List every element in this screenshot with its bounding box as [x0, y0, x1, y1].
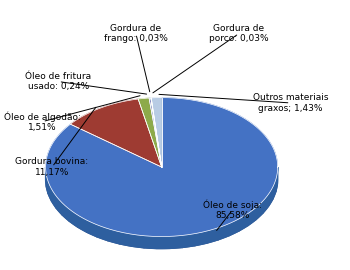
Polygon shape: [56, 196, 62, 215]
Polygon shape: [46, 97, 278, 237]
Polygon shape: [151, 97, 162, 167]
Polygon shape: [206, 228, 218, 243]
Text: Óleo de soja:
85,58%: Óleo de soja: 85,58%: [203, 199, 262, 220]
Polygon shape: [149, 98, 162, 167]
Polygon shape: [78, 215, 87, 232]
Polygon shape: [256, 201, 263, 220]
Polygon shape: [144, 236, 157, 248]
Polygon shape: [195, 231, 206, 246]
Polygon shape: [120, 232, 132, 246]
Polygon shape: [157, 236, 170, 248]
Polygon shape: [229, 219, 239, 236]
Text: Gordura de
porco: 0,03%: Gordura de porco: 0,03%: [209, 24, 269, 43]
Polygon shape: [108, 229, 120, 244]
Polygon shape: [48, 182, 51, 201]
Polygon shape: [170, 235, 182, 248]
Polygon shape: [138, 98, 162, 167]
Polygon shape: [51, 189, 56, 208]
Polygon shape: [46, 174, 48, 194]
Polygon shape: [151, 98, 162, 167]
Polygon shape: [132, 234, 144, 248]
Polygon shape: [87, 220, 97, 237]
Polygon shape: [69, 209, 78, 227]
Text: Óleo de fritura
usado: 0,24%: Óleo de fritura usado: 0,24%: [26, 72, 92, 91]
Polygon shape: [70, 99, 162, 167]
Polygon shape: [218, 224, 229, 240]
Text: Outros materiais
graxos; 1,43%: Outros materiais graxos; 1,43%: [253, 93, 328, 113]
Text: Óleo de algodão:
1,51%: Óleo de algodão: 1,51%: [4, 111, 81, 132]
Polygon shape: [273, 180, 276, 199]
Polygon shape: [248, 208, 256, 226]
Polygon shape: [239, 214, 248, 231]
Polygon shape: [46, 167, 278, 249]
Text: Gordura de
frango: 0,03%: Gordura de frango: 0,03%: [104, 24, 168, 43]
Text: Gordura bovina:
11,17%: Gordura bovina: 11,17%: [15, 157, 89, 177]
Polygon shape: [151, 98, 162, 167]
Polygon shape: [182, 234, 195, 248]
Polygon shape: [97, 225, 108, 241]
Polygon shape: [268, 187, 273, 207]
Polygon shape: [62, 203, 69, 221]
Polygon shape: [263, 194, 268, 213]
Polygon shape: [276, 172, 277, 192]
